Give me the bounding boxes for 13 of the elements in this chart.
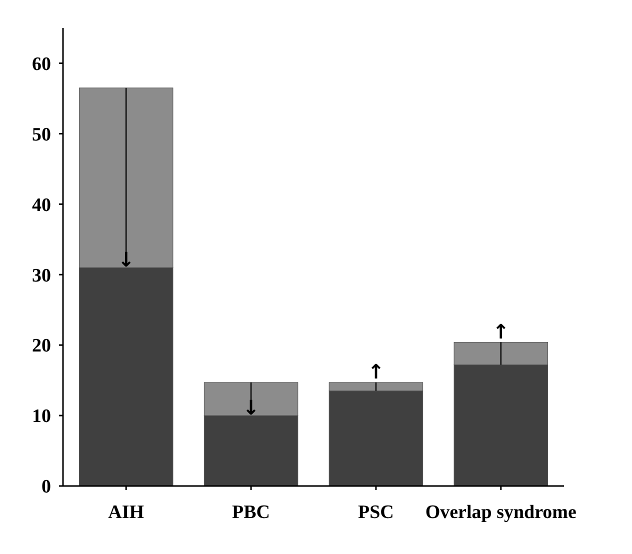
y-tick-label: 10 — [32, 406, 51, 428]
annotation: ↑ — [368, 359, 384, 384]
y-tick-label: 50 — [32, 124, 51, 146]
annotation: ↑ — [492, 319, 510, 344]
x-tick-label: PSC — [358, 502, 394, 523]
y-tick-label: 0 — [42, 476, 51, 498]
y-tick-label: 20 — [32, 336, 51, 357]
y-tick-label: 30 — [32, 265, 51, 286]
x-tick-label: Overlap syndrome — [425, 502, 576, 523]
y-tick-label: 40 — [32, 194, 51, 216]
x-tick-label: AIH — [108, 502, 144, 523]
y-tick-label: 60 — [32, 54, 51, 75]
x-tick-label: PBC — [232, 502, 270, 523]
